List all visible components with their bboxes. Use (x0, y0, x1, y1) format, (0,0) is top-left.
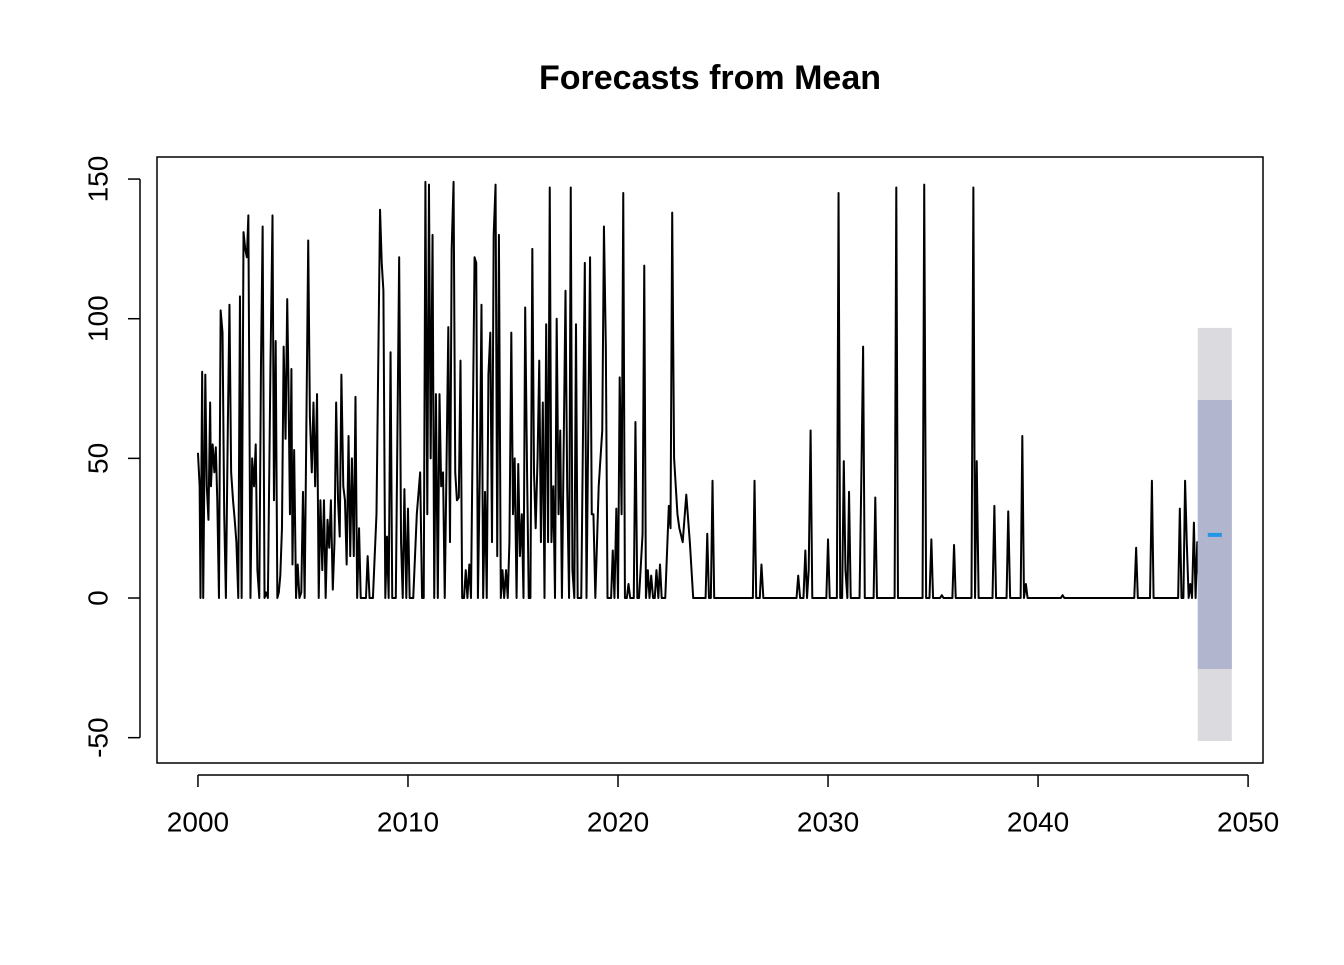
chart-title: Forecasts from Mean (539, 59, 881, 97)
x-tick-label: 2030 (797, 806, 859, 837)
y-tick-label: 0 (82, 590, 113, 606)
x-tick-label: 2010 (377, 806, 439, 837)
y-tick-label: 150 (82, 156, 113, 203)
y-tick-label: 100 (82, 295, 113, 342)
y-tick-label: 50 (82, 443, 113, 474)
x-tick-label: 2020 (587, 806, 649, 837)
x-tick-label: 2000 (167, 806, 229, 837)
series-line (196, 180, 1208, 600)
x-tick-label: 2040 (1007, 806, 1069, 837)
plot-frame (156, 156, 1264, 764)
y-tick-label: -50 (82, 717, 113, 757)
x-tick-label: 2050 (1217, 806, 1279, 837)
